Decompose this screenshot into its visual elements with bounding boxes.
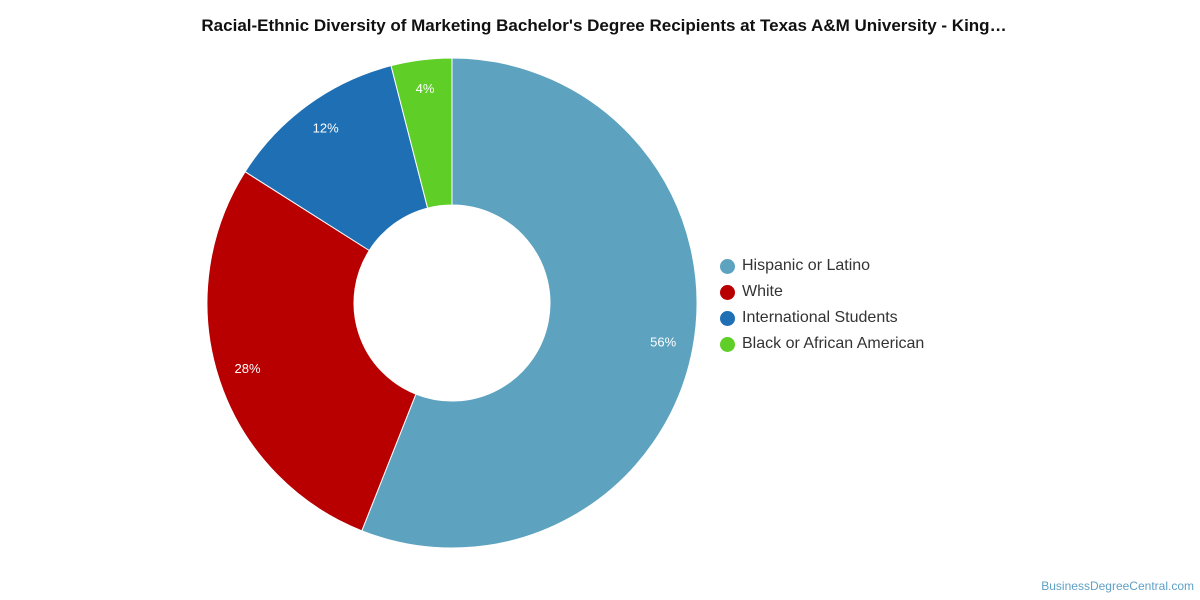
watermark-link[interactable]: BusinessDegreeCentral.com <box>1041 579 1194 593</box>
legend-label: International Students <box>742 309 898 326</box>
slice-hispanic-or-latino[interactable] <box>361 57 698 549</box>
data-label-white: 28% <box>235 361 261 376</box>
data-label-hispanic-or-latino: 56% <box>650 335 676 350</box>
legend-item-hispanic-or-latino[interactable]: Hispanic or Latino <box>720 253 924 279</box>
slice-international-students[interactable] <box>244 65 429 252</box>
data-label-international-students: 12% <box>313 120 339 135</box>
legend-item-black-or-african-american[interactable]: Black or African American <box>720 331 924 357</box>
legend-swatch-icon <box>720 310 735 326</box>
legend-swatch-icon <box>720 258 735 274</box>
chart-title: Racial-Ethnic Diversity of Marketing Bac… <box>201 16 1007 35</box>
legend-swatch-icon <box>720 336 735 352</box>
slice-white[interactable] <box>206 171 417 532</box>
legend-label: White <box>742 283 783 300</box>
chart-legend: Hispanic or Latino White International Stu… <box>720 253 924 357</box>
slice-black-or-african-american[interactable] <box>390 57 453 209</box>
legend-item-international-students[interactable]: International Students <box>720 305 924 331</box>
legend-swatch-icon <box>720 284 735 300</box>
legend-item-white[interactable]: White <box>720 279 924 305</box>
data-label-black-or-african-american: 4% <box>416 81 435 96</box>
legend-label: Hispanic or Latino <box>742 257 871 274</box>
legend-label: Black or African American <box>742 335 925 352</box>
